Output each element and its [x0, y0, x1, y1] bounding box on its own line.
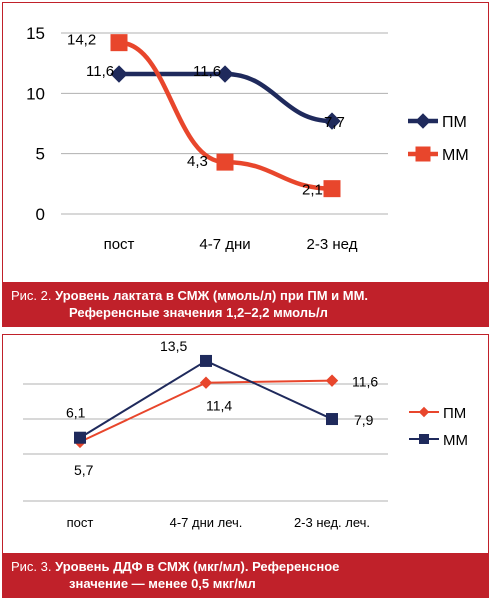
data-point-marker	[110, 65, 128, 83]
figure-2-title-line2: Референсные значения 1,2–2,2 ммоль/л	[69, 305, 328, 320]
figure-3-caption: Рис. 3. Уровень ДДФ в СМЖ (мкг/мл). Рефе…	[3, 553, 488, 597]
figure-2-title-line1: Уровень лактата в СМЖ (ммоль/л) при ПМ и…	[55, 288, 369, 303]
x-tick-label: 4-7 дни леч.	[170, 515, 243, 530]
legend-marker	[415, 113, 431, 129]
x-tick-label: 4-7 дни	[199, 236, 250, 253]
x-tick-label: пост	[104, 236, 135, 253]
figure-2-label: Рис. 2.	[11, 288, 52, 303]
data-label: 11,6	[86, 63, 114, 80]
figure-3-title-line2: значение — менее 0,5 мкг/мл	[69, 576, 256, 591]
data-label: 6,1	[66, 405, 86, 421]
data-label: 11,6	[352, 374, 378, 390]
data-label: 4,3	[187, 153, 208, 170]
y-tick-label: 5	[36, 145, 45, 164]
y-tick-label: 15	[26, 24, 45, 43]
data-label: 14,2	[67, 32, 96, 49]
legend-label: ПМ	[442, 114, 467, 131]
data-label: 7,7	[324, 114, 345, 131]
figure-3-panel: пост 4-7 дни леч. 2-3 нед. леч. 5,7 11,4 11,6…	[2, 334, 489, 598]
x-tick-label: 2-3 нед	[307, 236, 358, 253]
data-point-marker	[200, 354, 212, 367]
legend-marker	[418, 406, 430, 418]
x-tick-label: 2-3 нед. леч.	[294, 515, 370, 530]
data-point-marker	[325, 374, 339, 387]
figure-2-caption: Рис. 2. Уровень лактата в СМЖ (ммоль/л) …	[3, 282, 488, 326]
data-label: 11,6	[193, 63, 221, 80]
legend-label: ПМ	[443, 405, 466, 422]
lactate-line-chart: 0 5 10 15 пост 4-7 дни 2-3 нед 11,6 11,6 7,7 ПМ 14,…	[26, 24, 469, 253]
legend-label: ММ	[442, 147, 469, 164]
legend-marker	[419, 434, 429, 444]
data-point-marker	[199, 376, 213, 389]
figure-3-title-line1: Уровень ДДФ в СМЖ (мкг/мл). Референсное	[55, 559, 340, 574]
figure-2-panel: 0 5 10 15 пост 4-7 дни 2-3 нед 11,6 11,6 7,7 ПМ 14,…	[2, 2, 489, 327]
x-tick-label: пост	[67, 515, 94, 530]
data-label: 11,4	[206, 398, 232, 414]
data-point-marker	[323, 180, 341, 198]
legend-label: ММ	[443, 432, 468, 449]
data-label: 7,9	[354, 412, 374, 428]
legend-marker	[415, 146, 431, 162]
data-point-marker	[216, 65, 234, 83]
data-label: 2,1	[302, 182, 323, 199]
data-point-marker	[326, 413, 338, 426]
data-label: 5,7	[74, 462, 94, 478]
data-point-marker	[323, 112, 341, 130]
y-tick-label: 0	[36, 205, 45, 224]
figure-3-label: Рис. 3.	[11, 559, 52, 574]
data-point-marker	[74, 431, 86, 444]
data-point-marker	[216, 153, 234, 171]
data-label: 13,5	[160, 338, 187, 354]
ddf-line-chart: пост 4-7 дни леч. 2-3 нед. леч. 5,7 11,4 11,6…	[23, 338, 468, 530]
y-tick-label: 10	[26, 84, 45, 103]
data-point-marker	[110, 34, 128, 52]
